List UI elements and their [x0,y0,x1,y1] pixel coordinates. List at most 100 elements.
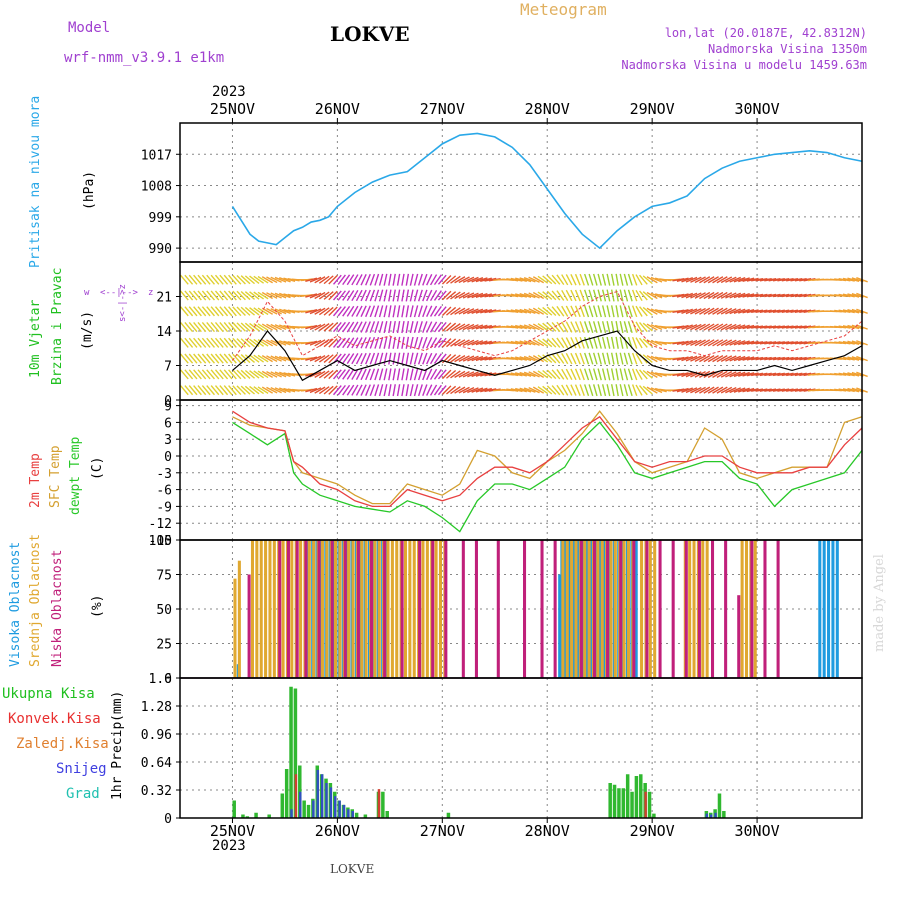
wind-arrow [650,355,663,362]
wind-arrow [733,308,746,314]
wind-arrow [712,307,724,315]
wind-arrow [642,369,653,379]
wind-arrow [838,278,851,282]
wind-arrow [725,323,737,331]
wind-arrow [619,368,624,381]
wind-arrow [279,292,291,299]
wind-arrow [703,307,715,315]
wind-arrow [570,274,577,286]
wind-arrow [627,273,633,286]
wind-arrow [768,388,781,392]
wind-arrow [733,371,746,378]
wind-arrow [606,352,611,365]
wind-arrow [528,292,540,299]
wind-arrow [314,323,326,331]
wind-arrow [309,371,322,378]
wind-arrow [838,372,851,377]
wind-arrow [480,372,493,377]
wind-arrow [475,387,488,393]
wind-arrow [244,385,255,395]
wind-arrow [193,290,202,301]
wind-arrow [413,289,419,302]
wind-arrow [742,387,755,393]
precip-snow-bar [709,814,713,818]
wind-arrow [639,274,648,285]
wind-arrow [458,276,470,284]
wind-arrow [360,274,367,286]
wind-arrow [405,289,410,302]
wind-arrow [337,306,346,317]
wind-arrow [532,307,545,315]
precip-total-bar [385,811,389,818]
wind-arrow [305,340,318,346]
wind-arrow [646,276,658,284]
cloud-mid-bar [425,540,429,678]
wind-arrow [716,354,728,363]
wind-arrow [236,353,246,364]
precip-snow-bar [705,813,709,818]
precip-snow-bar [342,804,346,818]
wind-arrow [681,355,694,362]
wind-arrow [433,274,442,286]
wind-arrow [332,274,342,285]
wind-arrow [725,308,737,315]
cloud-mid-bar [351,540,355,678]
wind-arrow [188,337,198,348]
wind-arrow [188,385,198,396]
y-tick-label: 0 [164,812,172,827]
wind-arrow [623,384,629,397]
wind-arrow [703,323,715,331]
wind-arrow [467,371,479,378]
wind-arrow [467,324,479,330]
wind-arrow [462,371,475,378]
wind-arrow [429,384,438,396]
wind-arrow [794,293,807,298]
wind-arrow [369,336,376,349]
wind-arrow [579,352,585,365]
wind-arrow [720,307,733,315]
wind-arrow [725,371,737,378]
wind-arrow [707,307,719,315]
wind-arrow [244,354,255,363]
wind-arrow [523,292,536,299]
wind-arrow [314,307,326,315]
wind-arrow [606,384,611,397]
wind-arrow [392,321,396,334]
wind-arrow [433,384,442,396]
y-tick-label: 14 [156,325,172,340]
precip-total-bar [232,800,236,818]
wind-arrow [729,355,742,362]
wind-arrow [454,291,466,300]
wind-arrow [360,384,367,396]
wind-arrow [383,321,388,334]
y-tick-label: -15 [149,534,172,549]
wind-arrow [309,276,322,283]
cloud-mid-bar [395,540,399,678]
wind-arrow [746,309,759,314]
wind-arrow [759,388,772,392]
wind-arrow [261,339,273,347]
y-tick-label: 990 [149,242,172,257]
wind-arrow [462,308,475,315]
wind-arrow [588,305,594,318]
cloud-low-bar [286,540,290,678]
wind-arrow [592,321,598,334]
wind-arrow [755,356,768,361]
wind-arrow [699,354,711,363]
y-tick-label: -6 [156,484,172,499]
wind-arrow [413,384,419,397]
precip-snow-bar [338,800,341,818]
wind-arrow [690,276,702,283]
cloud-mid-bar [434,540,438,678]
wind-arrow [223,369,233,380]
wind-arrow [422,336,428,349]
wind-arrow [733,292,746,299]
wind-arrow [712,370,724,378]
wind-arrow [454,307,466,315]
wind-arrow [480,293,493,298]
wind-arrow [528,371,540,378]
wind-arrow [528,323,540,331]
wind-arrow [378,273,384,286]
wind-arrow [184,385,194,396]
wind-arrow [351,305,359,317]
